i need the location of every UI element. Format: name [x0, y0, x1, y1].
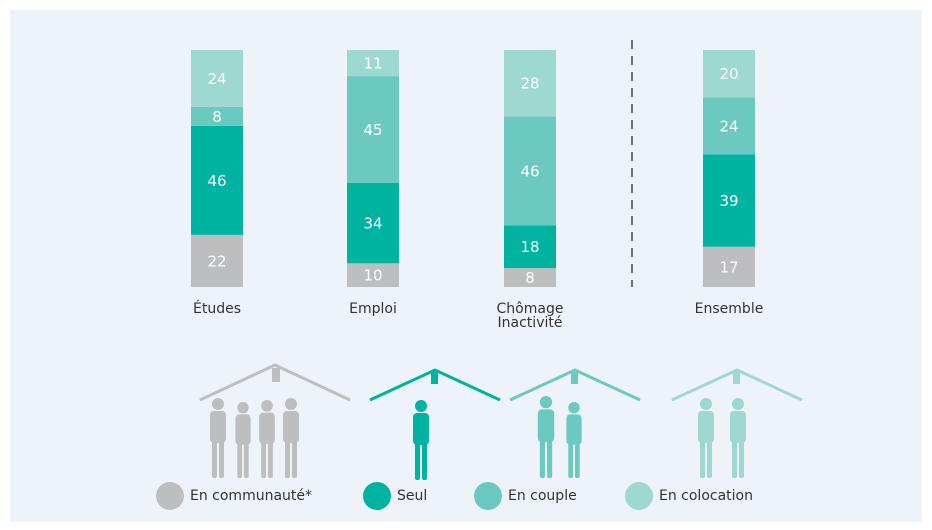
legend-swatch: [156, 482, 184, 510]
x-tick-label: Études: [192, 301, 241, 317]
bar-segment: [191, 234, 243, 287]
data-label: 24: [719, 117, 738, 135]
data-label: 46: [207, 172, 226, 190]
data-label: 28: [520, 75, 539, 93]
bar-segment: [703, 246, 755, 287]
data-label: 10: [363, 267, 382, 285]
data-label: 11: [363, 55, 382, 73]
data-label: 39: [719, 192, 738, 210]
data-label: 24: [207, 70, 226, 88]
legend-swatch: [474, 482, 502, 510]
bar-segment: [347, 50, 399, 77]
houses: [199, 363, 803, 402]
bar-segment: [504, 225, 556, 269]
data-label: 18: [520, 238, 539, 256]
legend-label: En couple: [508, 488, 577, 504]
bar-segment: [504, 50, 556, 117]
panel: [10, 10, 922, 522]
bar-segment: [504, 116, 556, 226]
bar-segment: [191, 125, 243, 235]
bar-segment: [191, 106, 243, 126]
bar-segment: [347, 263, 399, 287]
legend-swatch: [625, 482, 653, 510]
bar-segment: [703, 97, 755, 155]
data-label: 45: [363, 121, 382, 139]
data-label: 34: [363, 215, 382, 233]
data-label: 8: [525, 269, 535, 287]
data-label: 8: [212, 108, 222, 126]
bar-segment: [504, 268, 556, 287]
legend-swatch: [363, 482, 391, 510]
bar-segment: [703, 154, 755, 247]
data-label: 17: [719, 258, 738, 276]
data-label: 22: [207, 252, 226, 270]
bar-segment: [347, 76, 399, 183]
legend-label: Seul: [397, 488, 427, 504]
legend-label: En communauté*: [190, 488, 312, 504]
legend-label: En colocation: [659, 488, 753, 504]
data-label: 20: [719, 65, 738, 83]
bar-segment: [347, 182, 399, 264]
x-tick-label: Ensemble: [694, 301, 764, 317]
x-tick-label: Chômage Inactivité: [496, 301, 564, 331]
bar-segment: [703, 50, 755, 98]
bar-segment: [191, 50, 243, 107]
x-tick-label: Emploi: [349, 301, 397, 317]
data-label: 46: [520, 162, 539, 180]
